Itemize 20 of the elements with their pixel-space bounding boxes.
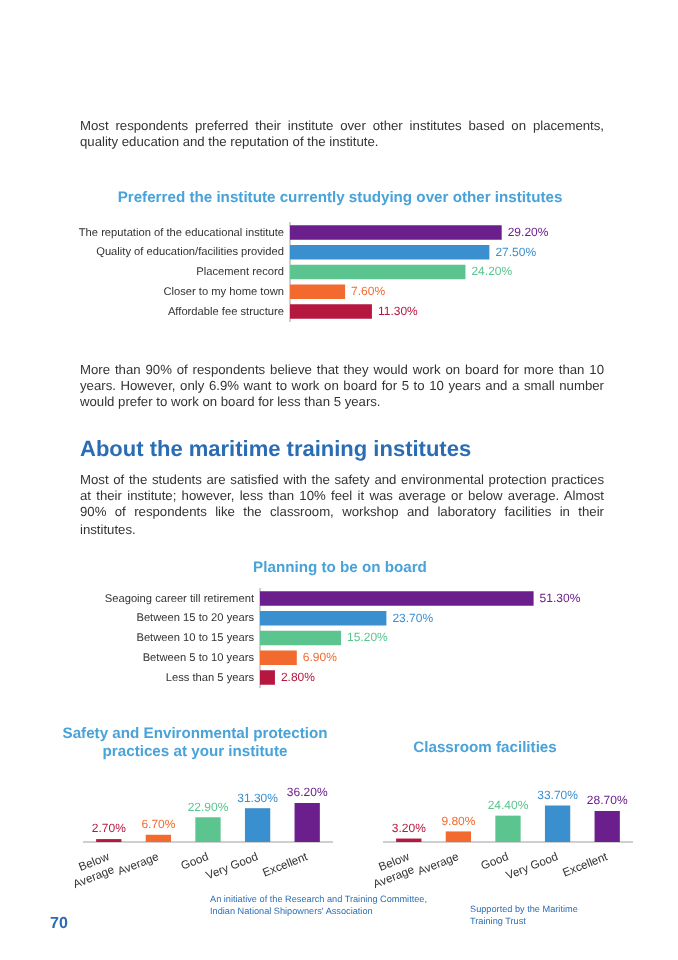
bar: [260, 670, 275, 685]
bar: [260, 591, 534, 606]
text: 70: [50, 914, 70, 932]
bar: [290, 225, 502, 240]
bar: [290, 245, 490, 260]
bar: [495, 815, 521, 842]
bar: [445, 831, 472, 842]
text: About the maritime training institutes: [80, 438, 474, 462]
bar: [145, 834, 172, 842]
bar: [290, 264, 466, 280]
bar: [594, 811, 620, 842]
bar: [294, 802, 320, 842]
bar: [290, 304, 372, 319]
bar: [244, 808, 271, 842]
bar: [260, 611, 387, 626]
bar: [290, 284, 346, 299]
bar: [195, 817, 221, 842]
bar: [544, 805, 571, 842]
bar: [260, 630, 342, 646]
bar: [260, 650, 297, 665]
